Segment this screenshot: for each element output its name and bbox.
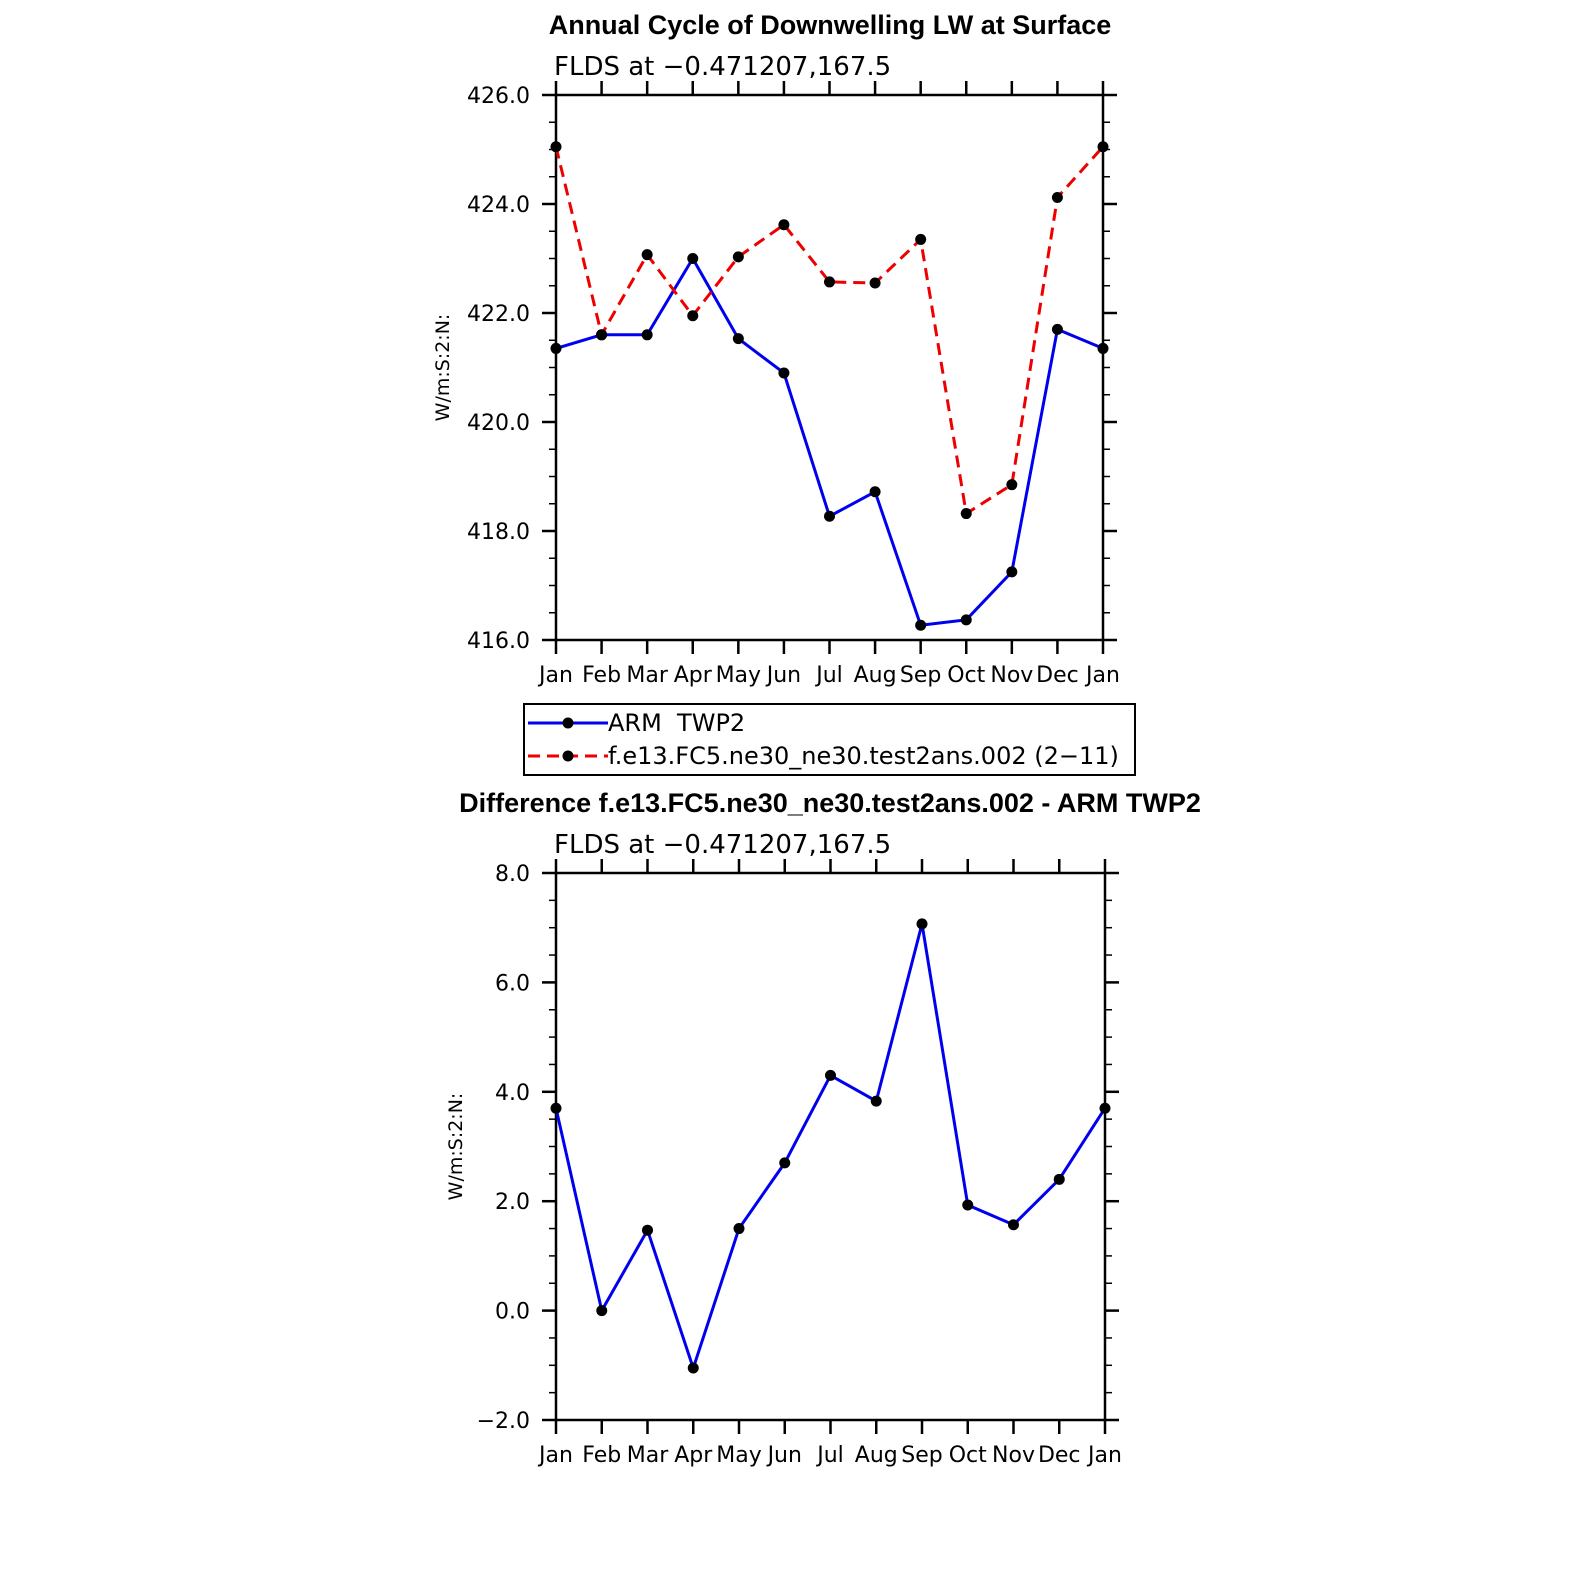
- data-point-series-1: [550, 1102, 562, 1114]
- legend-entry-2: f.e13.FC5.ne30_ne30.test2ans.002 (2−11): [608, 742, 1119, 770]
- chart-panel-2: Difference f.e13.FC5.ne30_ne30.test2ans.…: [445, 788, 1201, 1468]
- data-point-series-1: [1097, 342, 1109, 354]
- x-tick-label: Aug: [855, 1443, 898, 1468]
- data-point-series-1: [960, 614, 972, 626]
- data-point-series-2: [596, 329, 608, 341]
- data-point-series-1: [916, 918, 928, 930]
- data-point-series-1: [732, 333, 744, 345]
- x-tick-label: Mar: [626, 663, 668, 688]
- data-point-series-2: [1097, 141, 1109, 153]
- data-point-series-1: [825, 1069, 836, 1081]
- chart-panel-1: Annual Cycle of Downwelling LW at Surfac…: [432, 10, 1136, 776]
- data-point-series-2: [869, 277, 881, 289]
- y-axis-label: W/m:S:2:N:: [445, 1093, 467, 1201]
- y-tick-label: 420.0: [467, 411, 530, 436]
- x-tick-label: Nov: [990, 663, 1033, 688]
- y-tick-label: 8.0: [495, 862, 530, 887]
- x-tick-label: Sep: [901, 1443, 942, 1468]
- data-point-series-1: [869, 486, 881, 498]
- x-tick-label: Oct: [947, 663, 985, 688]
- data-point-series-2: [824, 276, 835, 288]
- data-point-series-1: [687, 253, 699, 264]
- x-tick-label: Oct: [949, 1443, 987, 1468]
- x-tick-label: Jul: [815, 1443, 844, 1468]
- x-tick-label: May: [716, 1443, 761, 1468]
- y-tick-label: 416.0: [467, 629, 530, 654]
- data-point-series-1: [642, 1224, 653, 1236]
- data-point-series-1: [778, 367, 790, 379]
- data-point-series-2: [915, 233, 927, 245]
- data-point-series-1: [1008, 1219, 1019, 1231]
- legend-box: [523, 703, 1136, 776]
- data-point-series-1: [915, 619, 927, 631]
- data-point-series-2: [687, 310, 699, 322]
- data-point-series-1: [870, 1095, 882, 1107]
- data-point-series-1: [1053, 1173, 1065, 1185]
- data-point-series-1: [641, 329, 653, 341]
- x-tick-label: Jan: [537, 663, 573, 688]
- x-tick-label: Dec: [1036, 663, 1079, 688]
- data-point-series-2: [1051, 191, 1063, 203]
- data-point-series-2: [550, 141, 562, 153]
- x-tick-label: Jan: [1084, 663, 1120, 688]
- y-tick-label: 2.0: [495, 1190, 530, 1215]
- data-point-series-1: [596, 1305, 608, 1317]
- x-tick-label: Feb: [582, 1443, 621, 1468]
- chart-title: Difference f.e13.FC5.ne30_ne30.test2ans.…: [459, 788, 1201, 818]
- data-point-series-1: [733, 1223, 745, 1235]
- y-tick-label: 6.0: [495, 971, 530, 996]
- data-point-series-2: [1006, 479, 1018, 491]
- data-point-series-2: [641, 249, 653, 261]
- y-tick-label: 424.0: [467, 193, 530, 218]
- data-point-series-2: [778, 219, 790, 231]
- data-point-series-1: [1099, 1102, 1111, 1114]
- x-tick-label: May: [716, 663, 761, 688]
- series-line-1: [554, 923, 1107, 1373]
- x-tick-label: Apr: [674, 663, 713, 688]
- y-tick-label: 426.0: [467, 84, 530, 109]
- y-tick-label: 0.0: [495, 1300, 530, 1325]
- data-point-series-1: [1006, 566, 1018, 578]
- data-point-series-2: [960, 508, 972, 520]
- x-tick-label: Jun: [766, 1443, 802, 1468]
- y-tick-label: 4.0: [495, 1081, 530, 1106]
- legend-marker-2: [562, 750, 574, 762]
- series-line-1: [555, 255, 1104, 627]
- x-tick-label: Apr: [674, 1443, 713, 1468]
- chart-title: Annual Cycle of Downwelling LW at Surfac…: [549, 10, 1112, 40]
- data-point-series-1: [824, 510, 835, 522]
- x-tick-label: Aug: [854, 663, 897, 688]
- x-tick-label: Feb: [582, 663, 621, 688]
- x-tick-label: Jul: [814, 663, 843, 688]
- series-line-2: [554, 145, 1105, 517]
- data-point-series-1: [550, 342, 562, 354]
- y-tick-label: 418.0: [467, 520, 530, 545]
- y-tick-label: −2.0: [477, 1409, 530, 1434]
- legend-entry-1: ARM TWP2: [608, 709, 745, 737]
- chart-legend: ARM TWP2 f.e13.FC5.ne30_ne30.test2ans.002…: [523, 703, 1136, 776]
- plot-frame: [554, 93, 1105, 642]
- chart-subtitle: FLDS at −0.471207,167.5: [554, 830, 891, 860]
- y-axis-label: W/m:S:2:N:: [432, 314, 454, 422]
- x-tick-label: Mar: [627, 1443, 669, 1468]
- y-tick-label: 422.0: [467, 302, 530, 327]
- plot-frame: [554, 871, 1107, 1422]
- x-tick-label: Nov: [992, 1443, 1035, 1468]
- x-tick-label: Jan: [1086, 1443, 1122, 1468]
- legend-marker-1: [562, 717, 574, 729]
- data-point-series-1: [779, 1157, 791, 1169]
- x-tick-label: Jan: [537, 1443, 573, 1468]
- x-tick-label: Jun: [765, 663, 801, 688]
- x-tick-label: Dec: [1038, 1443, 1081, 1468]
- chart-subtitle: FLDS at −0.471207,167.5: [554, 52, 891, 82]
- data-point-series-1: [1051, 323, 1063, 335]
- data-point-series-1: [687, 1362, 699, 1374]
- data-point-series-2: [732, 251, 744, 263]
- x-tick-label: Sep: [900, 663, 941, 688]
- data-point-series-1: [962, 1199, 974, 1211]
